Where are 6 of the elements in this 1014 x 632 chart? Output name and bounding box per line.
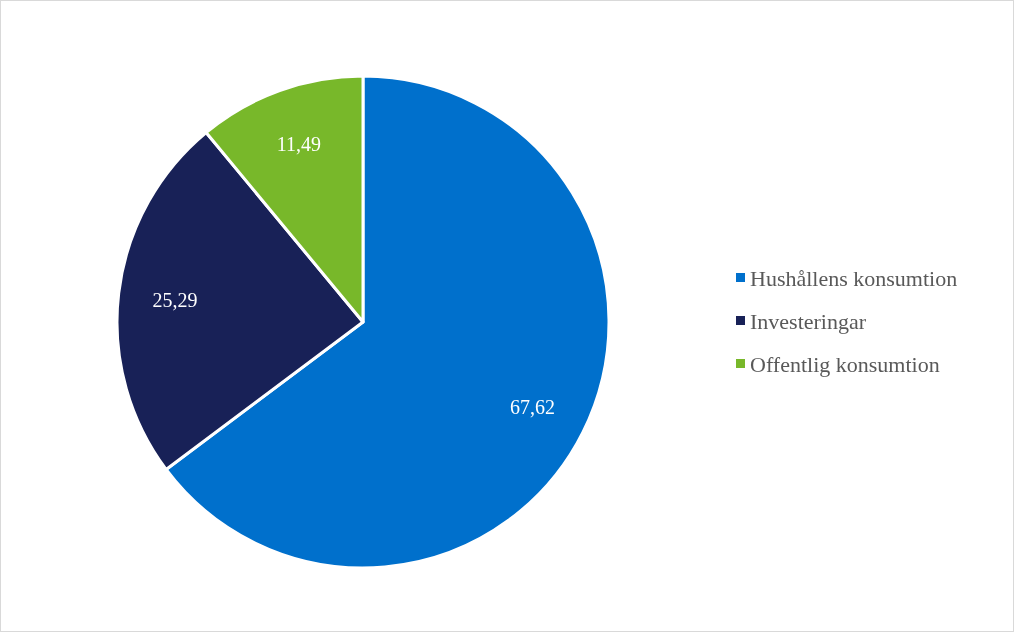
data-label: 25,29 (152, 288, 198, 311)
legend-label: Offentlig konsumtion (750, 351, 940, 377)
data-label: 67,62 (509, 395, 555, 418)
legend-label: Hushållens konsumtion (750, 265, 958, 291)
data-label: 11,49 (276, 132, 321, 155)
legend-label: Investeringar (750, 308, 867, 334)
